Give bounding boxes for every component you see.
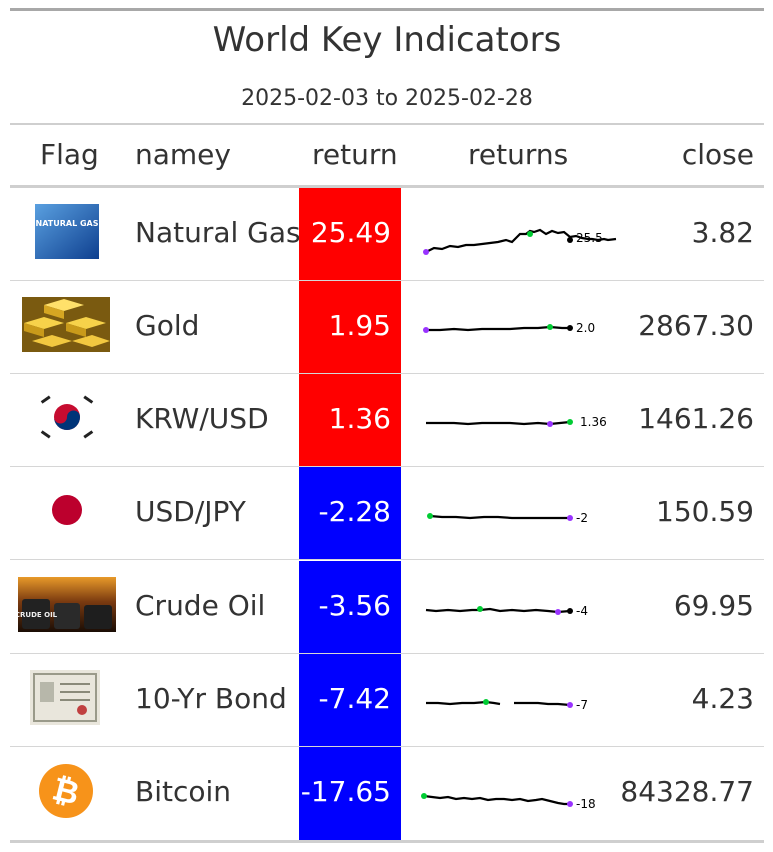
- south-korea-flag-icon: [35, 390, 99, 445]
- bitcoin-icon: ₿: [39, 764, 93, 818]
- return-cell: -7.42: [299, 654, 401, 747]
- header-rule: [10, 123, 764, 125]
- return-cell: -17.65: [299, 747, 401, 840]
- returns-sparkline: 25.5: [423, 228, 617, 255]
- returns-sparkline: -18: [421, 793, 596, 811]
- bond-certificate-icon: [30, 670, 100, 725]
- close-value: 69.95: [673, 589, 754, 622]
- table-row: USD/JPY -2.28 -2 150.59: [10, 467, 764, 560]
- table-row: 10-Yr Bond -7.42 -7 4.23: [10, 654, 764, 747]
- svg-text:25.5: 25.5: [576, 231, 603, 245]
- row-name: 10-Yr Bond: [135, 682, 287, 715]
- table-title: World Key Indicators: [212, 20, 562, 60]
- svg-text:-7: -7: [576, 698, 588, 712]
- table-row: NATURAL GAS Natural Gas 25.49 25.5 3.82: [10, 188, 764, 281]
- svg-text:-4: -4: [576, 604, 588, 618]
- return-cell: 1.95: [299, 281, 401, 374]
- return-cell: -3.56: [299, 561, 401, 654]
- column-header-close: close: [681, 138, 754, 171]
- return-cell: 25.49: [299, 188, 401, 281]
- close-value: 150.59: [656, 495, 754, 528]
- close-value: 4.23: [691, 682, 754, 715]
- row-name: KRW/USD: [135, 402, 269, 435]
- column-header-return: return: [312, 138, 398, 171]
- table-row: ₿ Bitcoin -17.65 -18 84328.77: [10, 747, 764, 840]
- row-name: USD/JPY: [135, 495, 246, 528]
- returns-sparkline: 2.0: [423, 321, 595, 335]
- row-name: Bitcoin: [135, 775, 232, 808]
- column-header-flag: Flag: [40, 138, 99, 171]
- returns-sparkline: -4: [425, 604, 588, 618]
- svg-text:1.36: 1.36: [580, 415, 607, 429]
- return-cell: 1.36: [299, 374, 401, 467]
- svg-text:-18: -18: [576, 797, 596, 811]
- table-subtitle: 2025-02-03 to 2025-02-28: [241, 86, 533, 111]
- natural-gas-icon: NATURAL GAS: [35, 204, 99, 259]
- bottom-rule: [10, 840, 764, 843]
- close-value: 3.82: [691, 216, 754, 249]
- top-rule: [10, 8, 764, 11]
- column-header-returns: returns: [468, 138, 569, 171]
- crude-oil-icon: CRUDE OIL: [18, 577, 116, 632]
- svg-text:CRUDE OIL: CRUDE OIL: [18, 611, 58, 619]
- returns-sparkline: -7: [426, 698, 588, 712]
- close-value: 84328.77: [620, 775, 754, 808]
- close-value: 1461.26: [638, 402, 754, 435]
- column-header-name: namey: [135, 138, 231, 171]
- row-name: Crude Oil: [135, 589, 266, 622]
- returns-sparkline: -2: [427, 511, 588, 525]
- svg-text:-2: -2: [576, 511, 588, 525]
- close-value: 2867.30: [638, 309, 754, 342]
- japan-flag-icon: [35, 483, 99, 538]
- row-name: Gold: [135, 309, 200, 342]
- table-row: CRUDE OIL Crude Oil -3.56 -4 69.95: [10, 561, 764, 654]
- svg-text:NATURAL GAS: NATURAL GAS: [36, 219, 99, 228]
- returns-sparkline: 1.36: [426, 415, 607, 429]
- table-row: Gold 1.95 2.0 2867.30: [10, 281, 764, 374]
- column-header-rule: [10, 185, 764, 188]
- svg-text:2.0: 2.0: [576, 321, 595, 335]
- table-row: KRW/USD 1.36 1.36 1461.26: [10, 374, 764, 467]
- gold-bars-icon: [22, 297, 110, 352]
- return-cell: -2.28: [299, 467, 401, 560]
- row-name: Natural Gas: [135, 216, 301, 249]
